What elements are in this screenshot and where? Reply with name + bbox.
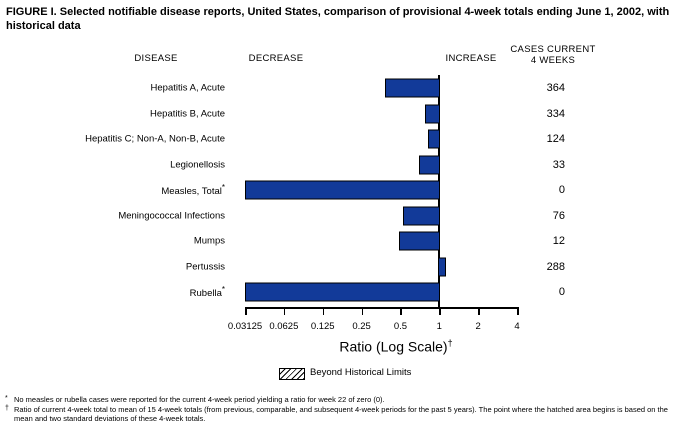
ratio-bar xyxy=(399,231,441,251)
asterisk-footnote-marker: * xyxy=(221,182,225,192)
cases-current-value: 0 xyxy=(558,184,565,196)
cases-current-value: 364 xyxy=(546,82,565,94)
cases-current-value: 334 xyxy=(546,107,565,120)
disease-label: Mumps xyxy=(193,235,225,247)
x-axis-tick-label: 0.25 xyxy=(352,321,371,332)
ratio-bar xyxy=(425,104,441,123)
disease-label: Hepatitis C; Non-A, Non-B, Acute xyxy=(85,133,225,145)
disease-label: Hepatitis B, Acute xyxy=(150,108,225,119)
x-axis-tick xyxy=(517,309,519,315)
asterisk-marker: * xyxy=(5,395,8,402)
footnote-dagger: † Ratio of current 4-week total to mean … xyxy=(5,405,679,424)
x-axis-tick-label: 0.0625 xyxy=(269,321,299,332)
dagger-footnote-marker: † xyxy=(447,338,453,348)
ratio-bar xyxy=(428,129,441,149)
legend-label: Beyond Historical Limits xyxy=(310,367,412,378)
x-axis-tick-label: 1 xyxy=(436,321,442,332)
column-header-increase: INCREASE xyxy=(445,53,497,64)
dagger-marker: † xyxy=(5,404,9,412)
x-axis-tick-label: 0.5 xyxy=(393,321,408,332)
ratio-bar xyxy=(438,257,447,276)
column-header-decrease: DECREASE xyxy=(248,53,304,64)
x-axis-tick xyxy=(322,309,325,315)
column-header-cases-line2: 4 WEEKS xyxy=(530,55,576,66)
x-axis-tick-label: 2 xyxy=(475,321,481,332)
disease-label: Rubella* xyxy=(189,284,225,300)
ratio-bar xyxy=(402,206,441,225)
disease-label: Hepatitis A, Acute xyxy=(150,82,225,94)
asterisk-footnote-marker: * xyxy=(221,284,225,294)
disease-label: Pertussis xyxy=(185,261,225,272)
x-axis-tick xyxy=(439,309,441,315)
x-axis-tick-label: 0.03125 xyxy=(227,321,263,332)
x-axis-title-text: Ratio (Log Scale) xyxy=(339,338,448,355)
x-axis-tick-label: 4 xyxy=(514,321,520,332)
cases-current-value: 76 xyxy=(552,209,565,222)
disease-label: Legionellosis xyxy=(170,159,225,170)
x-axis-tick xyxy=(245,309,247,315)
ratio-bar xyxy=(245,282,441,302)
disease-label: Meningococcal Infections xyxy=(118,210,225,221)
footnotes: * No measles or rubella cases were repor… xyxy=(5,395,679,424)
footnote-asterisk: * No measles or rubella cases were repor… xyxy=(5,395,679,405)
column-header-cases-line1: CASES CURRENT xyxy=(510,44,596,55)
footnote-asterisk-text: No measles or rubella cases were reporte… xyxy=(14,395,385,404)
cases-current-value: 0 xyxy=(558,286,565,298)
x-axis-tick xyxy=(478,309,480,315)
x-axis-tick-label: 0.125 xyxy=(310,321,335,332)
x-axis-title: Ratio (Log Scale)† xyxy=(339,338,452,355)
ratio-bar xyxy=(245,180,441,200)
column-header-disease: DISEASE xyxy=(134,53,178,64)
cases-current-value: 33 xyxy=(552,158,565,171)
x-axis-line xyxy=(245,307,519,309)
cases-current-value: 124 xyxy=(546,133,565,145)
figure-title: FIGURE I. Selected notifiable disease re… xyxy=(6,6,670,32)
x-axis-tick xyxy=(400,309,402,315)
ratio-bar xyxy=(419,155,441,174)
cases-current-value: 12 xyxy=(552,235,565,247)
x-axis-tick xyxy=(361,309,364,315)
x-axis-tick xyxy=(283,309,286,315)
disease-label: Measles, Total* xyxy=(161,182,225,198)
footnote-dagger-text: Ratio of current 4-week total to mean of… xyxy=(14,404,668,424)
column-header-cases: CASES CURRENT 4 WEEKS xyxy=(510,44,595,66)
hatched-swatch-icon xyxy=(279,368,305,380)
ratio-bar xyxy=(385,78,441,98)
cases-current-value: 288 xyxy=(546,260,565,273)
